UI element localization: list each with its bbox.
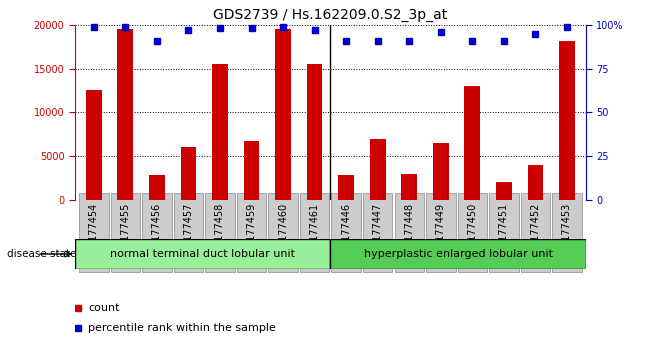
Bar	[307, 64, 322, 200]
Bar	[275, 29, 291, 200]
Bar	[402, 174, 417, 200]
Bar	[370, 139, 385, 200]
Bar	[243, 141, 259, 200]
Bar	[330, 239, 586, 269]
Bar	[339, 176, 354, 200]
Bar	[496, 182, 512, 200]
Bar	[180, 147, 197, 200]
Text: count: count	[88, 303, 120, 313]
Bar	[75, 239, 330, 269]
Bar	[464, 86, 480, 200]
Text: normal terminal duct lobular unit: normal terminal duct lobular unit	[110, 249, 295, 259]
Title: GDS2739 / Hs.162209.0.S2_3p_at: GDS2739 / Hs.162209.0.S2_3p_at	[214, 8, 447, 22]
Bar	[149, 176, 165, 200]
Text: hyperplastic enlarged lobular unit: hyperplastic enlarged lobular unit	[364, 249, 553, 259]
Bar	[117, 29, 133, 200]
Bar	[433, 143, 449, 200]
Bar	[559, 41, 575, 200]
Bar	[527, 165, 544, 200]
Bar	[212, 64, 228, 200]
Bar	[86, 91, 102, 200]
Text: percentile rank within the sample: percentile rank within the sample	[88, 323, 276, 333]
Text: disease state: disease state	[7, 249, 76, 259]
